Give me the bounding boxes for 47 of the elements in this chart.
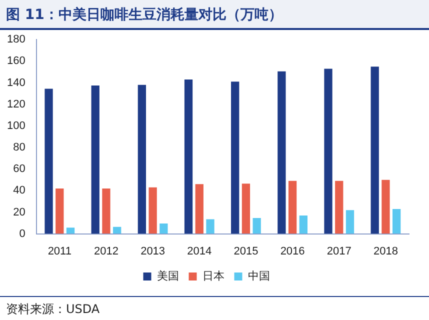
bar	[56, 188, 64, 234]
y-tick-label: 40	[13, 184, 26, 197]
bar	[66, 228, 75, 234]
chart-title: 图 11：中美日咖啡生豆消耗量对比（万吨）	[0, 0, 429, 30]
y-tick-label: 180	[6, 34, 26, 46]
bar	[102, 188, 110, 234]
y-tick-label: 20	[13, 206, 26, 218]
bar	[382, 180, 390, 234]
bar	[335, 180, 344, 234]
x-tick-label: 2018	[373, 245, 398, 258]
y-tick-label: 140	[6, 76, 26, 89]
x-tick-label: 2015	[234, 245, 258, 258]
bar	[324, 68, 332, 234]
x-tick-label: 2013	[140, 245, 166, 258]
x-tick-label: 2016	[280, 245, 305, 258]
bar	[160, 223, 168, 234]
bar	[195, 184, 204, 234]
y-tick-label: 120	[6, 98, 26, 110]
bar	[288, 180, 297, 234]
bar	[370, 66, 379, 234]
bar	[252, 218, 261, 234]
legend-label: 日本	[202, 269, 224, 282]
y-tick-label: 160	[6, 55, 26, 68]
y-tick-label: 100	[6, 120, 26, 132]
bar	[113, 226, 122, 234]
legend-label: 中国	[248, 269, 270, 282]
bar	[346, 210, 354, 234]
x-tick-label: 2011	[48, 245, 72, 258]
bar	[184, 80, 193, 234]
bar	[392, 208, 401, 234]
x-tick-label: 2017	[326, 245, 352, 258]
x-tick-label: 2014	[187, 245, 212, 258]
bar	[91, 85, 100, 234]
y-tick-label: 60	[13, 163, 26, 176]
y-tick-label: 0	[19, 228, 26, 240]
x-tick-label: 2012	[94, 245, 118, 258]
bar	[148, 187, 157, 234]
text: 资料来源：USDA	[0, 296, 429, 320]
bar	[231, 82, 240, 234]
bar	[44, 88, 53, 234]
bar	[138, 84, 146, 234]
bar	[278, 71, 286, 234]
bar	[242, 184, 250, 234]
bar	[206, 219, 214, 234]
bar	[299, 215, 308, 234]
legend-label: 美国	[156, 269, 179, 282]
y-tick-label: 80	[13, 142, 26, 154]
